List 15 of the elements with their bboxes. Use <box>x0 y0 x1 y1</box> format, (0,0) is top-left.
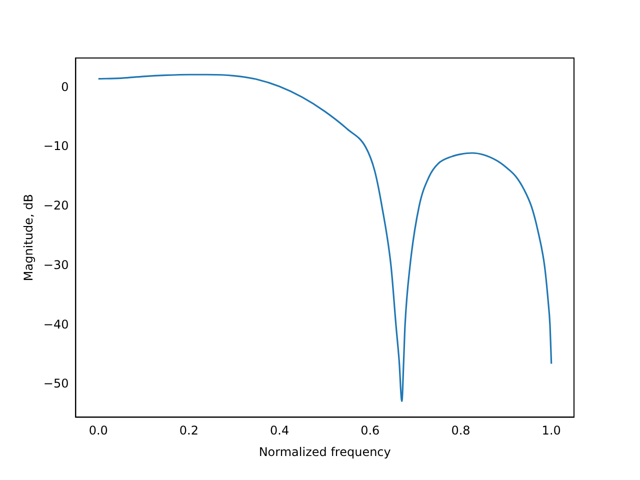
x-axis-title: Normalized frequency <box>258 444 391 459</box>
y-tick-label: −10 <box>43 139 69 154</box>
line-series <box>98 74 552 402</box>
y-axis-title: Magnitude, dB <box>21 194 36 282</box>
x-tick-label: 0.6 <box>360 424 380 438</box>
x-tick-label: 1.0 <box>542 424 561 438</box>
y-tick-label: −30 <box>43 258 69 272</box>
y-tick-label: −20 <box>43 198 69 213</box>
y-tick-label: −50 <box>43 376 69 391</box>
x-tick-label: 0.4 <box>270 424 290 438</box>
x-tick-label: 0.0 <box>88 424 108 438</box>
y-tick-label: −40 <box>43 317 69 332</box>
y-tick-label: 0 <box>61 80 69 94</box>
x-tick-label: 0.8 <box>451 424 470 438</box>
x-tick-label: 0.2 <box>179 424 199 438</box>
